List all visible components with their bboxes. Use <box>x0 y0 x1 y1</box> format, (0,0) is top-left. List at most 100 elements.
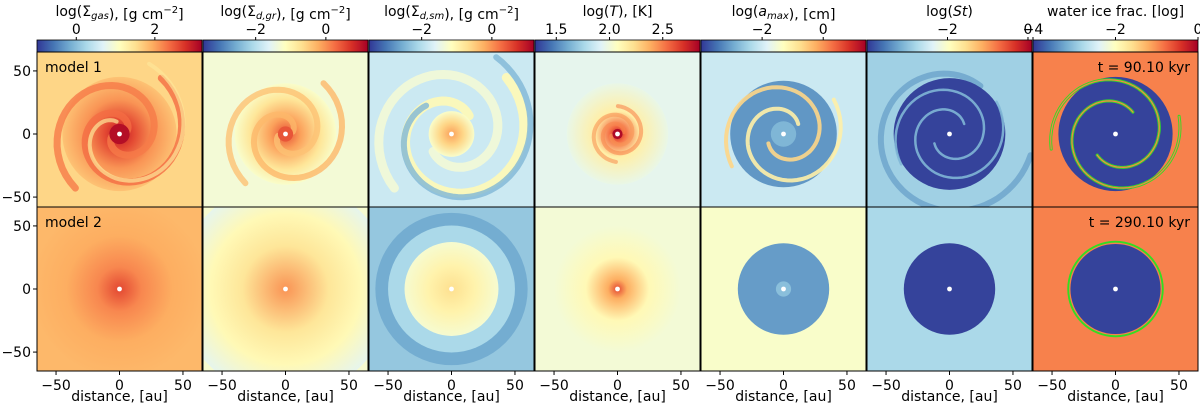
panel-ice-row1 <box>1033 52 1198 216</box>
y-tick-label: 0 <box>22 282 31 298</box>
colorbar-tick-label: 0 <box>819 22 828 38</box>
x-tick-label: 0 <box>1111 378 1120 394</box>
x-tick-label: 50 <box>506 378 524 394</box>
colorbar-tick-label: 2 <box>150 22 159 38</box>
x-tick-label: 50 <box>340 378 358 394</box>
colorbar-tick-label: 0 <box>1024 22 1033 38</box>
x-axis-label: distance, [au] <box>237 389 334 405</box>
panel-dsm-row1 <box>369 52 534 216</box>
colorbar-tick-label: 1.5 <box>545 22 567 38</box>
spiral-arm <box>723 85 822 169</box>
central-star-marker <box>1113 286 1118 292</box>
x-axis-label: distance, [au] <box>1067 389 1164 405</box>
y-tick-label: 50 <box>13 64 31 80</box>
colorbar-title-T: log(T), [K] <box>583 4 653 20</box>
panel-amax-row1 <box>701 52 866 216</box>
spiral-arm <box>53 81 158 192</box>
central-star-marker <box>781 131 786 137</box>
spiral-arm <box>87 61 186 183</box>
central-star-marker <box>947 286 952 292</box>
colorbar-tick-label: −2 <box>1105 22 1126 38</box>
central-star-marker <box>1113 131 1118 137</box>
x-tick-label: 50 <box>1170 378 1188 394</box>
y-tick-label: 50 <box>13 219 31 235</box>
x-tick-label: 0 <box>779 378 788 394</box>
central-star-marker <box>449 131 454 137</box>
x-axis-label: distance, [au] <box>71 389 168 405</box>
central-star-marker <box>283 286 288 292</box>
colorbar-tick-label: 0 <box>487 22 496 38</box>
x-tick-label: 50 <box>672 378 690 394</box>
central-star-marker <box>283 131 288 137</box>
x-tick-label: −50 <box>705 378 735 394</box>
x-tick-label: 50 <box>838 378 856 394</box>
spiral-arm <box>914 100 1005 180</box>
x-tick-label: 0 <box>945 378 954 394</box>
x-tick-label: −50 <box>1037 378 1067 394</box>
central-star-marker <box>449 286 454 292</box>
spiral-arm <box>591 112 635 164</box>
x-tick-label: −50 <box>207 378 237 394</box>
colorbar-tick-label: 0 <box>72 22 81 38</box>
x-tick-label: −50 <box>539 378 569 394</box>
central-star-marker <box>117 131 122 137</box>
spiral-arm <box>250 80 346 182</box>
colorbar-ice <box>1032 39 1199 53</box>
panel-T-row2 <box>535 207 700 371</box>
panel-dgr-row1 <box>203 52 368 216</box>
x-axis-label: distance, [au] <box>569 389 666 405</box>
panel-gas-row1 <box>37 52 202 216</box>
colorbar-amax <box>700 39 867 53</box>
colorbar-tick-label: −4 <box>1023 22 1044 38</box>
x-axis-label: distance, [au] <box>403 389 500 405</box>
x-tick-label: −50 <box>373 378 403 394</box>
central-star-marker <box>615 286 620 292</box>
panel-St-row1 <box>867 52 1032 216</box>
x-tick-label: −50 <box>871 378 901 394</box>
y-tick-label: −50 <box>1 345 31 361</box>
colorbar-title-St: log(St) <box>926 4 973 20</box>
ice-arm <box>1050 79 1160 169</box>
panel-gas-row2 <box>37 207 202 371</box>
colorbar-tick-label: −2 <box>937 22 958 38</box>
colorbar-tick-label: −2 <box>752 22 773 38</box>
panel-ice-row2 <box>1033 207 1198 371</box>
panel-dgr-row2 <box>203 207 368 371</box>
colorbar-tick-label: 2.0 <box>598 22 620 38</box>
colorbar-tick-label: 0 <box>321 22 330 38</box>
spiral-arm <box>600 104 644 156</box>
y-tick-label: −50 <box>1 190 31 206</box>
ice-arm <box>1071 100 1181 189</box>
x-tick-label: 0 <box>281 378 290 394</box>
central-star-marker <box>781 286 786 292</box>
colorbar-title-gas: log(Σgas), [g cm−2] <box>55 4 183 23</box>
panel-St-row2 <box>867 207 1032 371</box>
colorbar-title-amax: log(amax), [cm] <box>732 4 836 23</box>
x-axis-label: distance, [au] <box>901 389 998 405</box>
colorbar-dgr <box>202 39 369 53</box>
spiral-arm <box>374 69 503 193</box>
x-tick-label: 0 <box>115 378 124 394</box>
central-star-marker <box>615 131 620 137</box>
colorbar-T <box>534 39 701 53</box>
time-label: t = 90.10 kyr <box>1098 60 1191 76</box>
x-tick-label: 50 <box>1004 378 1022 394</box>
central-star-marker <box>947 131 952 137</box>
x-tick-label: −50 <box>41 378 71 394</box>
spiral-arm <box>745 97 843 183</box>
colorbar-title-dgr: log(Σd,gr), [g cm−2] <box>220 4 350 23</box>
colorbar-tick-label: −2 <box>245 22 266 38</box>
spiral-arm <box>400 54 534 201</box>
model-label: model 2 <box>45 215 102 231</box>
time-label: t = 290.10 kyr <box>1089 215 1190 231</box>
colorbar-tick-label: 0 <box>1194 22 1200 38</box>
colorbar-title-dsm: log(Σd,sm), [g cm−2] <box>384 4 519 23</box>
x-tick-label: 0 <box>613 378 622 394</box>
x-tick-label: 0 <box>447 378 456 394</box>
spiral-arm <box>877 70 1032 215</box>
colorbar-St <box>866 39 1033 53</box>
spiral-arm <box>225 86 321 187</box>
central-star-marker <box>117 286 122 292</box>
model-label: model 1 <box>45 60 102 76</box>
